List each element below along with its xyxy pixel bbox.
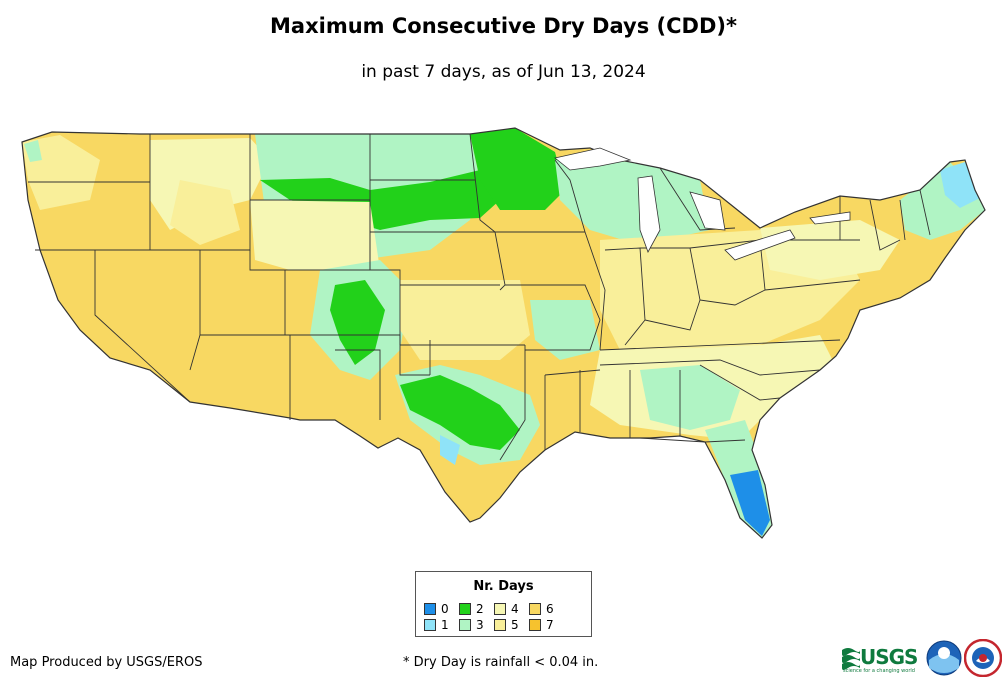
legend-item-0: 0 — [424, 603, 449, 615]
zone-1-day — [440, 435, 460, 465]
zone-3-days — [530, 300, 600, 360]
usgs-wave-icon — [842, 648, 860, 670]
legend-label: 0 — [441, 602, 449, 616]
legend-label: 7 — [546, 618, 554, 632]
legend-label: 4 — [511, 602, 519, 616]
zone-3-days — [640, 365, 740, 430]
legend-item-1: 1 — [424, 619, 449, 631]
zone-2-days — [330, 280, 385, 365]
us-cdd-map — [21, 127, 986, 539]
zone-0-days — [730, 470, 770, 536]
zone-4-days — [250, 200, 380, 270]
usgs-logo: USGS science for a changing world — [842, 642, 922, 676]
legend-label: 1 — [441, 618, 449, 632]
footnote-text: * Dry Day is rainfall < 0.04 in. — [403, 655, 599, 670]
logos: USGS science for a changing world — [842, 638, 1002, 678]
map-subtitle: in past 7 days, as of Jun 13, 2024 — [361, 62, 646, 82]
legend-item-2: 2 — [459, 603, 484, 615]
state-borders — [28, 133, 931, 461]
great-lakes — [554, 147, 851, 261]
legend-item-6: 6 — [529, 603, 554, 615]
zone-2-days — [260, 170, 500, 230]
legend-swatch — [424, 603, 436, 615]
legend-swatch — [494, 619, 506, 631]
legend-label: 3 — [476, 618, 484, 632]
zone-5-days — [400, 280, 530, 360]
lake-erie — [724, 229, 796, 261]
zone-1-day — [940, 162, 980, 208]
usgs-tagline: science for a changing world — [843, 668, 915, 674]
legend-item-7: 7 — [529, 619, 554, 631]
legend-label: 5 — [511, 618, 519, 632]
lake-superior — [554, 147, 632, 171]
legend-swatch — [424, 619, 436, 631]
legend-swatch — [529, 603, 541, 615]
legend-item-5: 5 — [494, 619, 519, 631]
nws-logo-icon — [964, 639, 1002, 677]
credit-text: Map Produced by USGS/EROS — [10, 655, 203, 670]
zone-3-days — [555, 160, 710, 245]
lake-michigan — [637, 175, 661, 253]
noaa-logo-icon — [926, 640, 962, 676]
legend-label: 2 — [476, 602, 484, 616]
map-title: Maximum Consecutive Dry Days (CDD)* — [270, 14, 737, 38]
legend-swatch — [459, 603, 471, 615]
legend-item-4: 4 — [494, 603, 519, 615]
legend-swatch — [459, 619, 471, 631]
zone-4-days — [760, 220, 900, 280]
zone-2-days — [400, 375, 520, 450]
zone-3-days — [24, 140, 42, 162]
zone-2-days — [470, 128, 565, 210]
legend-label: 6 — [546, 602, 554, 616]
legend-title: Nr. Days — [473, 579, 534, 594]
legend-swatch — [494, 603, 506, 615]
zone-5-days — [22, 135, 100, 210]
legend: Nr. Days 0 1 2 3 4 5 6 7 — [415, 571, 592, 637]
legend-item-3: 3 — [459, 619, 484, 631]
legend-swatch — [529, 619, 541, 631]
lake-ontario — [809, 211, 851, 225]
us-outline — [21, 127, 986, 539]
usgs-wordmark: USGS — [860, 645, 918, 669]
lake-huron — [689, 191, 726, 231]
zone-5-days — [170, 180, 240, 245]
